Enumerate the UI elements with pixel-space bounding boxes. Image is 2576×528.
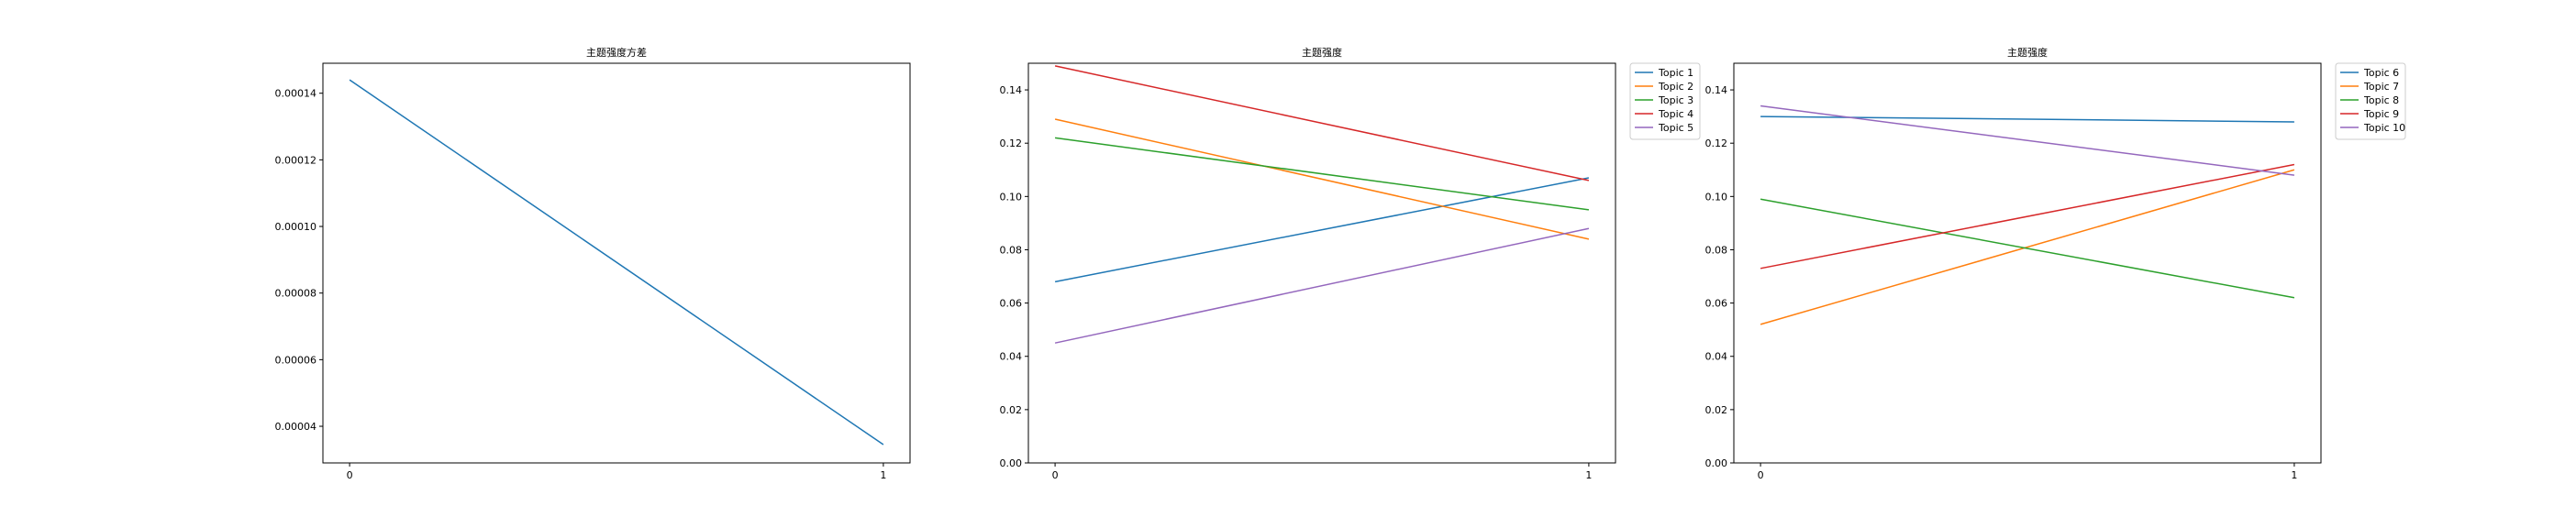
legend-label: Topic 10 — [2363, 122, 2405, 134]
series-line-2 — [1054, 118, 1590, 240]
y-tick-label: 0.14 — [1705, 84, 1728, 96]
y-tick-label: 0.00004 — [275, 421, 317, 433]
chart-panel-3: 主题强度 0 1 0.00 0.02 0.04 0.06 0.08 0.10 0.12 0.14 To… — [1705, 46, 2406, 481]
y-tick-label: 0.10 — [1000, 191, 1023, 203]
y-tick-label: 0.00006 — [275, 354, 317, 366]
series-line-1 — [1054, 177, 1590, 283]
y-tick-label: 0.00010 — [275, 221, 317, 233]
y-tick-label: 0.00 — [1705, 457, 1728, 469]
series-line-1 — [349, 79, 884, 446]
legend-label: Topic 9 — [2363, 108, 2399, 120]
series-line-1 — [1760, 116, 2294, 123]
y-tick-label: 0.00008 — [275, 288, 317, 300]
y-tick-label: 0.06 — [1000, 298, 1023, 310]
y-tick-label: 0.12 — [1705, 138, 1728, 149]
legend-label: Topic 8 — [2363, 94, 2399, 106]
x-tick-label: 0 — [1758, 469, 1764, 481]
axes-frame — [1733, 62, 2322, 464]
chart-title: 主题强度 — [1302, 46, 1342, 59]
legend-label: Topic 6 — [2363, 67, 2399, 79]
series-line-3 — [1054, 137, 1590, 211]
y-tick-label: 0.12 — [1000, 138, 1023, 149]
y-tick-label: 0.00012 — [275, 154, 317, 166]
x-tick-label: 0 — [1052, 469, 1059, 481]
x-tick-label: 1 — [2291, 469, 2297, 481]
legend-label: Topic 1 — [1658, 67, 1693, 79]
legend-label: Topic 4 — [1658, 108, 1693, 120]
y-tick-label: 0.08 — [1705, 244, 1728, 256]
y-tick-label: 0.02 — [1705, 404, 1728, 416]
chart-panel-1: 主题强度方差 0 1 0.00004 0.00006 0.00008 0.00010 0.00… — [275, 46, 911, 481]
chart-title: 主题强度方差 — [586, 46, 647, 59]
legend-label: Topic 3 — [1658, 94, 1693, 106]
legend-label: Topic 5 — [1658, 122, 1693, 134]
y-tick-label: 0.14 — [1000, 84, 1023, 96]
y-tick-label: 0.00014 — [275, 88, 317, 100]
y-tick-label: 0.06 — [1705, 298, 1728, 310]
series-line-3 — [1760, 198, 2295, 299]
series-line-5 — [1054, 227, 1590, 344]
y-tick-label: 0.04 — [1705, 351, 1728, 363]
y-tick-label: 0.08 — [1000, 244, 1023, 256]
chart-panel-2: 主题强度 0 1 0.00 0.02 0.04 0.06 0.08 0.10 0.12 0.14 To… — [1000, 46, 1701, 481]
axes-frame — [1027, 62, 1616, 464]
y-tick-label: 0.02 — [1000, 404, 1023, 416]
x-tick-label: 1 — [1585, 469, 1592, 481]
y-tick-label: 0.04 — [1000, 351, 1023, 363]
x-tick-label: 1 — [880, 469, 886, 481]
legend-label: Topic 2 — [1658, 81, 1693, 93]
series-line-4 — [1760, 163, 2295, 270]
axes-frame — [322, 62, 911, 464]
series-line-4 — [1054, 65, 1590, 182]
y-tick-label: 0.10 — [1705, 191, 1728, 203]
chart-title: 主题强度 — [2007, 46, 2048, 59]
y-tick-label: 0.00 — [1000, 457, 1023, 469]
legend-box — [1629, 62, 1701, 140]
legend-label: Topic 7 — [2363, 81, 2399, 93]
x-tick-label: 0 — [347, 469, 353, 481]
series-line-2 — [1760, 169, 2295, 325]
series-line-5 — [1760, 104, 2295, 176]
legend-box — [2335, 62, 2406, 140]
